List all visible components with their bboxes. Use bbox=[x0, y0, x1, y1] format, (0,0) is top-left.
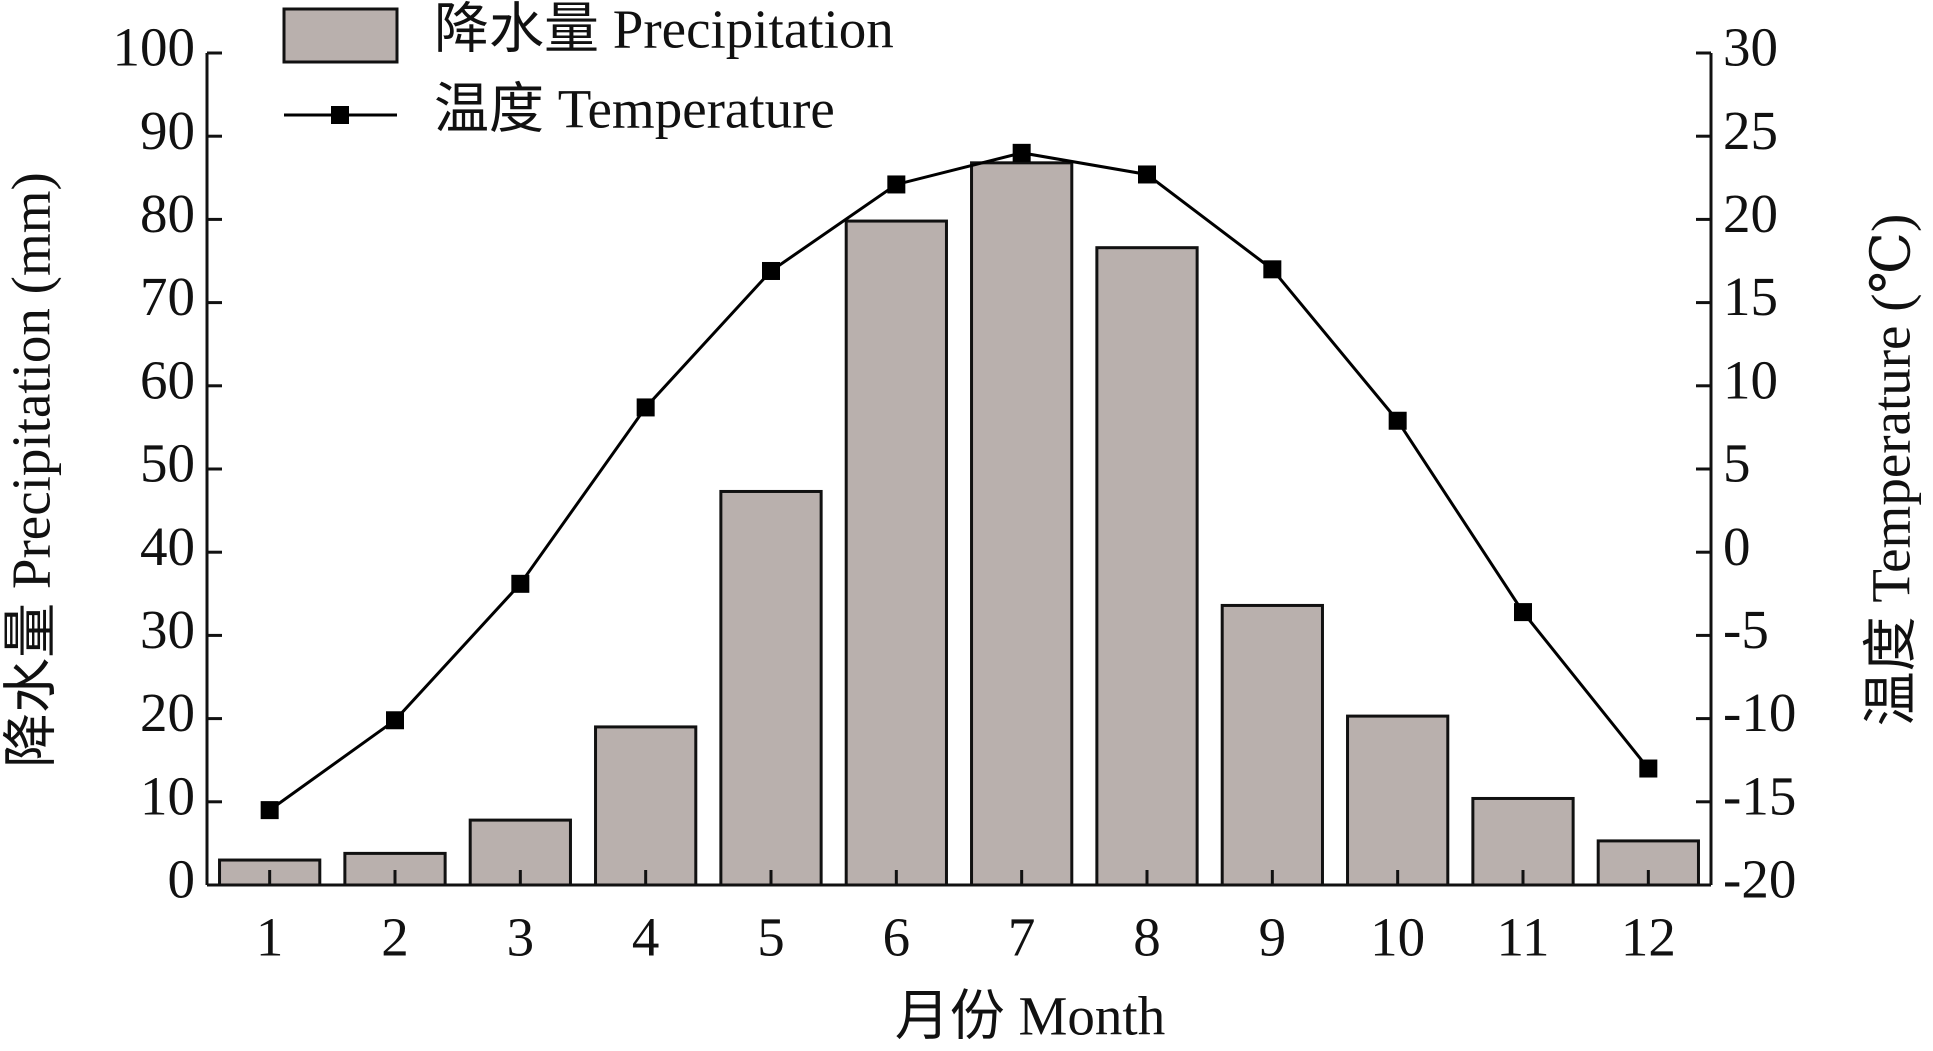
x-tick-label: 10 bbox=[1370, 907, 1425, 968]
bar bbox=[719, 489, 823, 887]
x-axis-label: 月份 Month bbox=[895, 986, 1165, 1047]
x-tick-label: 9 bbox=[1259, 907, 1287, 968]
bar bbox=[844, 219, 948, 887]
x-tick-label: 11 bbox=[1497, 907, 1550, 968]
marker bbox=[511, 574, 530, 593]
y2-axis-label: 温度 Temperature (℃) bbox=[1861, 214, 1922, 727]
y-tick-label: 50 bbox=[140, 433, 195, 494]
y2-tick-label: -10 bbox=[1723, 682, 1796, 743]
legend-swatch bbox=[331, 106, 349, 124]
y-tick-label: 20 bbox=[140, 682, 195, 743]
marker bbox=[636, 398, 655, 417]
y-tick-label: 100 bbox=[113, 17, 196, 78]
x-tick-label: 1 bbox=[256, 907, 284, 968]
y-tick-label: 80 bbox=[140, 183, 195, 244]
marker bbox=[887, 175, 906, 194]
line bbox=[268, 151, 1650, 812]
marker bbox=[1138, 165, 1156, 184]
y-tick-label: 40 bbox=[140, 516, 195, 577]
y2-tick-label: 10 bbox=[1723, 349, 1778, 410]
marker bbox=[1639, 759, 1658, 778]
y2-tick-label: 0 bbox=[1723, 516, 1751, 577]
bar bbox=[1220, 603, 1324, 887]
marker bbox=[1514, 603, 1532, 622]
marker bbox=[1012, 143, 1031, 162]
y2-tick-label: 30 bbox=[1723, 17, 1778, 78]
y2-tick-label: -20 bbox=[1723, 849, 1796, 910]
bar bbox=[594, 725, 698, 887]
bar bbox=[1095, 246, 1199, 887]
bar bbox=[970, 161, 1074, 887]
marker bbox=[260, 801, 279, 820]
x-tick-label: 2 bbox=[381, 907, 409, 968]
x-tick-label: 5 bbox=[757, 907, 785, 968]
y2-tick-label: 20 bbox=[1723, 183, 1778, 244]
y2-tick-label: 5 bbox=[1723, 433, 1751, 494]
y2-tick-label: -5 bbox=[1723, 599, 1769, 660]
legend-label: 降水量 Precipitation bbox=[434, 0, 894, 60]
bar bbox=[1346, 714, 1450, 887]
y-tick-label: 30 bbox=[140, 599, 195, 660]
y-axis-label: 降水量 Precipitation (mm) bbox=[1, 172, 62, 768]
y2-tick-label: -15 bbox=[1723, 765, 1796, 826]
y-tick-label: 90 bbox=[140, 100, 195, 161]
x-tick-label: 7 bbox=[1008, 907, 1036, 968]
x-tick-label: 3 bbox=[507, 907, 535, 968]
marker bbox=[386, 711, 404, 730]
x-tick-label: 8 bbox=[1133, 907, 1161, 968]
legend-swatch bbox=[282, 7, 399, 64]
y-tick-label: 10 bbox=[140, 765, 195, 826]
marker bbox=[762, 261, 780, 280]
y-tick-label: 70 bbox=[140, 266, 195, 327]
marker bbox=[1263, 260, 1282, 279]
marker bbox=[1388, 411, 1407, 430]
y2-tick-label: 15 bbox=[1723, 266, 1778, 327]
x-tick-label: 4 bbox=[632, 907, 660, 968]
x-tick-label: 6 bbox=[883, 907, 911, 968]
x-tick-label: 12 bbox=[1621, 907, 1676, 968]
y-tick-label: 60 bbox=[140, 349, 195, 410]
legend-label: 温度 Temperature bbox=[434, 79, 835, 140]
y-tick-label: 0 bbox=[168, 849, 196, 910]
y2-tick-label: 25 bbox=[1723, 100, 1778, 161]
